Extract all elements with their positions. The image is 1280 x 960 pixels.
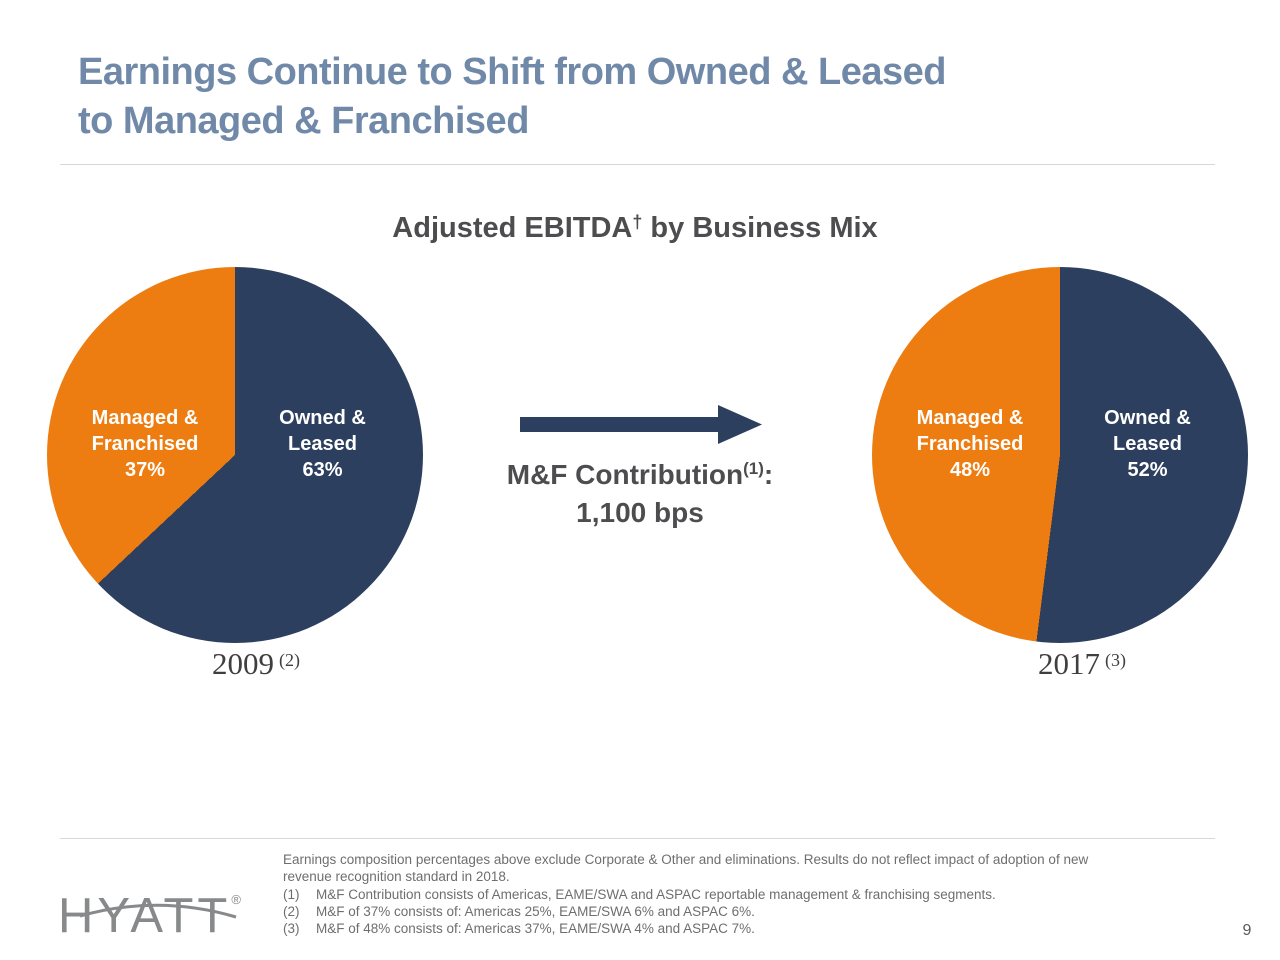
slice-label-line: Owned & xyxy=(279,407,366,429)
year-label-2009: 2009 (2) xyxy=(176,646,336,682)
slice-label-line: Leased xyxy=(1113,433,1182,455)
year-label-2017: 2017 (3) xyxy=(1002,646,1162,682)
pie-2009-managed-franchised-label: Managed & Franchised 37% xyxy=(55,405,235,483)
chart-title-main: Adjusted EBITDA xyxy=(392,212,633,244)
slice-label-line: Managed & xyxy=(91,407,199,429)
slice-percent: 63% xyxy=(302,459,343,481)
pie-2017-managed-franchised-label: Managed & Franchised 48% xyxy=(880,405,1060,483)
slice-percent: 37% xyxy=(124,459,166,481)
slice-label-line: Owned & xyxy=(1104,407,1191,429)
footer-divider xyxy=(60,838,1215,839)
hyatt-logo-text: HYATT® xyxy=(58,872,273,944)
year-text: 2009 xyxy=(212,646,274,681)
mf-contribution-label: M&F Contribution xyxy=(506,459,744,490)
slice-percent: 52% xyxy=(1127,459,1168,481)
pie-2017-owned-leased-label: Owned & Leased 52% xyxy=(1070,405,1225,483)
footnote-text: M&F of 48% consists of: Americas 37%, EA… xyxy=(316,921,755,937)
dagger-superscript: † xyxy=(632,212,643,232)
footnote-general-line2: revenue recognition standard in 2018. xyxy=(283,869,510,885)
footnote-item-3: (3) M&F of 48% consists of: Americas 37%… xyxy=(283,920,1183,937)
footnotes: Earnings composition percentages above e… xyxy=(283,851,1183,937)
footnote-3-superscript: (3) xyxy=(1105,650,1126,670)
page-number: 9 xyxy=(1242,922,1252,939)
slice-label-line: Leased xyxy=(288,433,357,455)
footnote-item-1: (1) M&F Contribution consists of America… xyxy=(283,886,1183,903)
pie-chart-2017: Managed & Franchised 48% Owned & Leased … xyxy=(872,267,1248,643)
footnote-general-line1: Earnings composition percentages above e… xyxy=(283,852,1089,867)
slice-label-line: Franchised xyxy=(916,433,1024,455)
footnote-number: (1) xyxy=(283,886,300,902)
right-arrow-icon xyxy=(520,405,762,444)
mf-contribution-text: M&F Contribution(1): 1,100 bps xyxy=(420,450,860,532)
page-title-line1: Earnings Continue to Shift from Owned & … xyxy=(78,51,946,93)
slice-label-line: Managed & xyxy=(916,407,1024,429)
page-title: Earnings Continue to Shift from Owned & … xyxy=(78,48,946,146)
chart-title-rest: by Business Mix xyxy=(642,212,878,244)
year-text: 2017 xyxy=(1038,646,1100,681)
title-divider xyxy=(60,164,1215,165)
slice-percent: 48% xyxy=(949,459,991,481)
footnote-number: (3) xyxy=(283,921,300,937)
mf-contribution-line1: M&F Contribution(1): xyxy=(420,450,860,494)
hyatt-wordmark: HYATT xyxy=(58,889,232,943)
hyatt-logo-arc xyxy=(79,903,237,919)
registered-trademark-symbol: ® xyxy=(231,892,241,907)
footnote-1-superscript: (1) xyxy=(743,459,764,478)
slice-label-line: Franchised xyxy=(91,433,199,455)
page-title-line2: to Managed & Franchised xyxy=(78,100,529,142)
chart-title: Adjusted EBITDA† by Business Mix xyxy=(0,212,1270,245)
footnote-item-2: (2) M&F of 37% consists of: Americas 25%… xyxy=(283,903,1183,920)
mf-contribution-value: 1,100 bps xyxy=(576,497,704,528)
footnote-2-superscript: (2) xyxy=(279,650,300,670)
footnote-text: M&F Contribution consists of Americas, E… xyxy=(316,886,996,902)
hyatt-logo: HYATT® xyxy=(58,872,273,943)
pie-2009-owned-leased-label: Owned & Leased 63% xyxy=(245,405,400,483)
footnote-number: (2) xyxy=(283,903,300,919)
mf-contribution-colon: : xyxy=(763,459,774,490)
pie-chart-2009: Managed & Franchised 37% Owned & Leased … xyxy=(47,267,423,643)
footnote-text: M&F of 37% consists of: Americas 25%, EA… xyxy=(316,903,755,919)
